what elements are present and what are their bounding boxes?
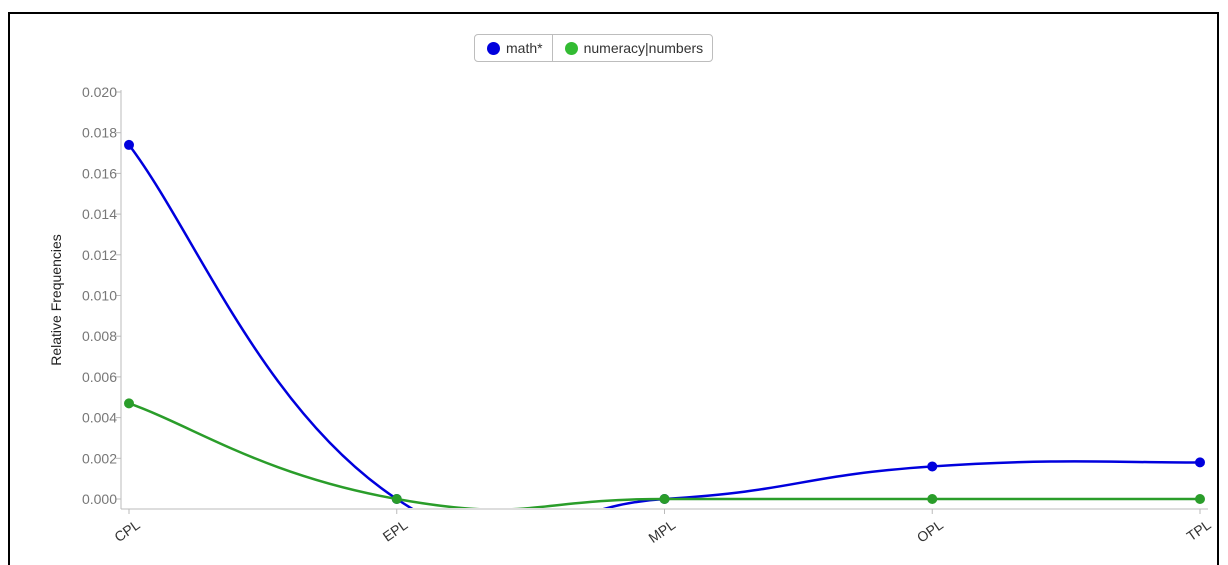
legend-item-numeracy[interactable]: numeracy|numbers bbox=[551, 35, 713, 61]
legend-marker-numeracy bbox=[564, 41, 578, 55]
y-tick-label: 0.018 bbox=[82, 125, 117, 141]
y-tick-label: 0.010 bbox=[82, 288, 117, 304]
series-1 bbox=[124, 398, 1205, 508]
y-tick-label: 0.012 bbox=[82, 247, 117, 263]
series-line-0 bbox=[128, 144, 1201, 508]
y-axis: 0.000 0.002 0.004 0.006 0.008 0.010 0.012 0.014… bbox=[82, 84, 122, 509]
data-point[interactable] bbox=[1195, 457, 1205, 468]
data-point[interactable] bbox=[1195, 494, 1205, 504]
legend-label-numeracy: numeracy|numbers bbox=[583, 40, 704, 56]
x-tick-label: MPL bbox=[645, 516, 678, 546]
y-tick-label: 0.016 bbox=[82, 165, 117, 181]
legend-item-math[interactable]: math* bbox=[475, 35, 552, 61]
legend-label-math: math* bbox=[506, 40, 543, 56]
y-tick-label: 0.020 bbox=[82, 84, 117, 100]
y-axis-title: Relative Frequencies bbox=[48, 234, 64, 366]
y-tick-label: 0.008 bbox=[82, 328, 117, 344]
y-tick-label: 0.000 bbox=[82, 491, 117, 507]
series-line-1 bbox=[128, 402, 1200, 508]
series-layer bbox=[124, 139, 1205, 508]
data-point[interactable] bbox=[659, 494, 670, 504]
x-tick-label: EPL bbox=[380, 516, 411, 544]
series-0 bbox=[124, 139, 1205, 508]
legend-marker-math bbox=[487, 41, 500, 55]
x-axis: CPL EPL MPL OPL TPL bbox=[111, 508, 1214, 546]
y-tick-label: 0.014 bbox=[82, 206, 117, 222]
data-point[interactable] bbox=[927, 461, 938, 472]
data-point[interactable] bbox=[391, 494, 402, 504]
y-tick-label: 0.006 bbox=[82, 369, 117, 385]
data-point[interactable] bbox=[124, 398, 134, 409]
x-tick-label: OPL bbox=[914, 516, 946, 545]
y-tick-label: 0.004 bbox=[82, 410, 117, 426]
chart-frame bbox=[8, 12, 1219, 565]
data-point[interactable] bbox=[927, 494, 938, 504]
x-tick-label: TPL bbox=[1184, 516, 1214, 544]
data-point[interactable] bbox=[124, 139, 134, 150]
chart-legend: math* numeracy|numbers bbox=[474, 34, 714, 62]
y-tick-label: 0.002 bbox=[82, 450, 117, 466]
x-tick-label: CPL bbox=[111, 516, 143, 545]
